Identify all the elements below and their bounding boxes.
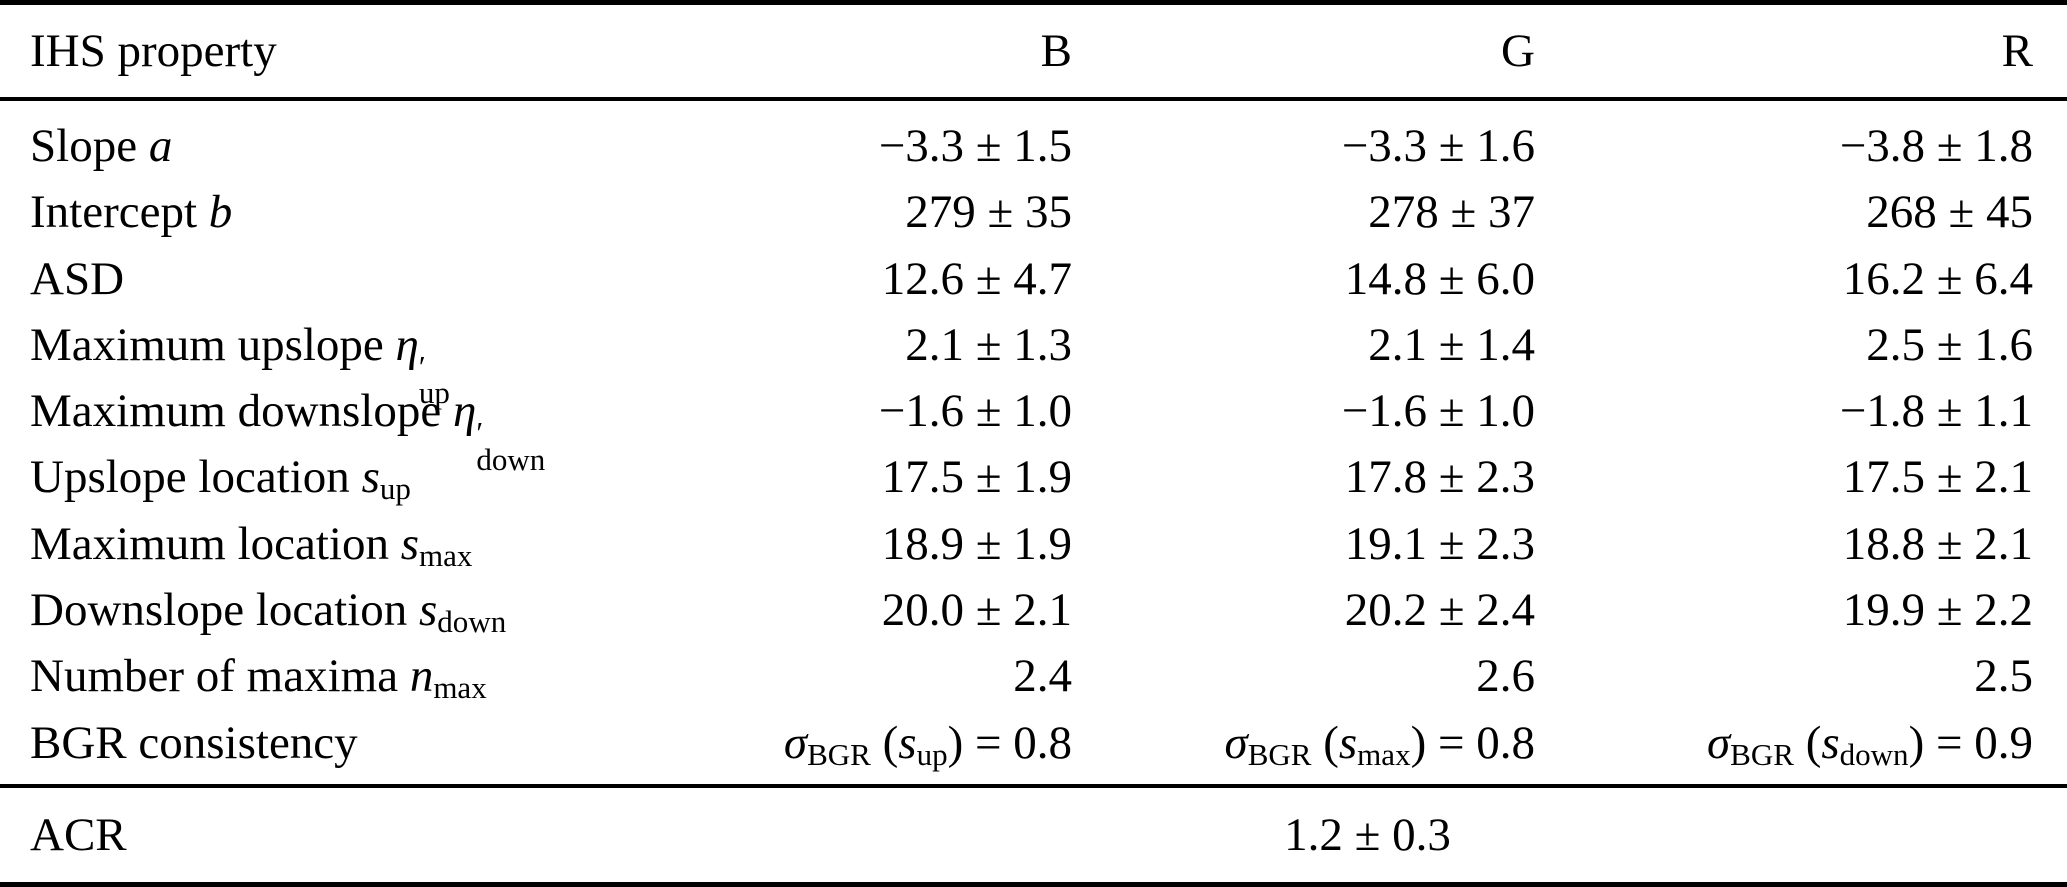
value-cell-b: −3.3 ± 1.5 [878,120,1072,172]
header-channel-r: R [2001,25,2033,77]
table-footer-row: ACR 1.2 ± 0.3 [0,788,2067,882]
value-cell-b: σBGR (sup) = 0.8 [783,716,1072,772]
row-label: Maximum location smax [30,517,473,573]
row-label: ASD [30,252,125,305]
table-header-row: IHS property B G R [0,5,2067,97]
value-cell-g: 17.8 ± 2.3 [1344,451,1535,504]
value-cell-b: 18.9 ± 1.9 [881,517,1072,570]
row-label: Number of maxima nmax [30,650,487,706]
value-cell-g: σBGR (smax) = 0.8 [1224,716,1536,772]
value-cell-b: 20.0 ± 2.1 [881,584,1072,637]
header-channel-b: B [1040,25,1072,77]
value-cell-b: 17.5 ± 1.9 [881,451,1072,504]
value-cell-r: 17.5 ± 2.1 [1842,451,2033,504]
value-cell-b: 12.6 ± 4.7 [881,252,1072,305]
footer-acr-value: 1.2 ± 0.3 [1284,809,1451,861]
value-cell-r: 268 ± 45 [1866,186,2033,239]
row-label: Upslope location sup [30,451,411,507]
value-cell-g: 2.6 [1476,650,1535,703]
value-cell-g: 14.8 ± 6.0 [1344,252,1535,305]
value-cell-g: 19.1 ± 2.3 [1344,517,1535,570]
table-bottom-rule [0,882,2067,887]
stacked-sup-sub: ′ down [476,415,546,477]
row-label: Downslope location sdown [30,584,507,639]
value-cell-b: −1.6 ± 1.0 [878,385,1072,438]
value-cell-b: 2.4 [1013,650,1072,703]
value-cell-g: 278 ± 37 [1368,186,1535,239]
value-cell-r: −1.8 ± 1.1 [1839,385,2033,438]
value-cell-g: 20.2 ± 2.4 [1344,584,1535,637]
value-cell-r: 19.9 ± 2.2 [1842,584,2033,637]
row-label: Maximum downslope η ′ down [30,385,546,477]
header-channel-g: G [1501,25,1535,77]
footer-separator-rule [0,784,2067,788]
value-cell-b: 279 ± 35 [905,186,1072,239]
value-cell-r: 2.5 ± 1.6 [1866,318,2033,371]
value-cell-g: −1.6 ± 1.0 [1341,385,1535,438]
row-label: Intercept b [30,186,233,239]
table-top-rule [0,0,2067,5]
row-label: Maximum upslope η ′ up [30,318,450,411]
header-separator-rule [0,97,2067,101]
row-label: BGR consistency [30,716,358,769]
row-label: Slope a [30,120,173,172]
table-body: Slope a −3.3 ± 1.5 −3.3 ± 1.6 −3.8 ± 1.8 Int… [0,101,2067,784]
footer-label-acr: ACR [30,809,127,861]
value-cell-r: 2.5 [1974,650,2033,703]
value-cell-r: 18.8 ± 2.1 [1842,517,2033,570]
stacked-sup-sub: ′ up [418,348,450,411]
header-ihs-property: IHS property [30,25,277,77]
value-cell-r: −3.8 ± 1.8 [1839,120,2033,172]
value-cell-g: 2.1 ± 1.4 [1368,318,1535,371]
value-cell-r: σBGR (sdown) = 0.9 [1706,716,2033,772]
value-cell-g: −3.3 ± 1.6 [1341,120,1535,172]
value-cell-r: 16.2 ± 6.4 [1842,252,2033,305]
value-cell-b: 2.1 ± 1.3 [905,318,1072,371]
